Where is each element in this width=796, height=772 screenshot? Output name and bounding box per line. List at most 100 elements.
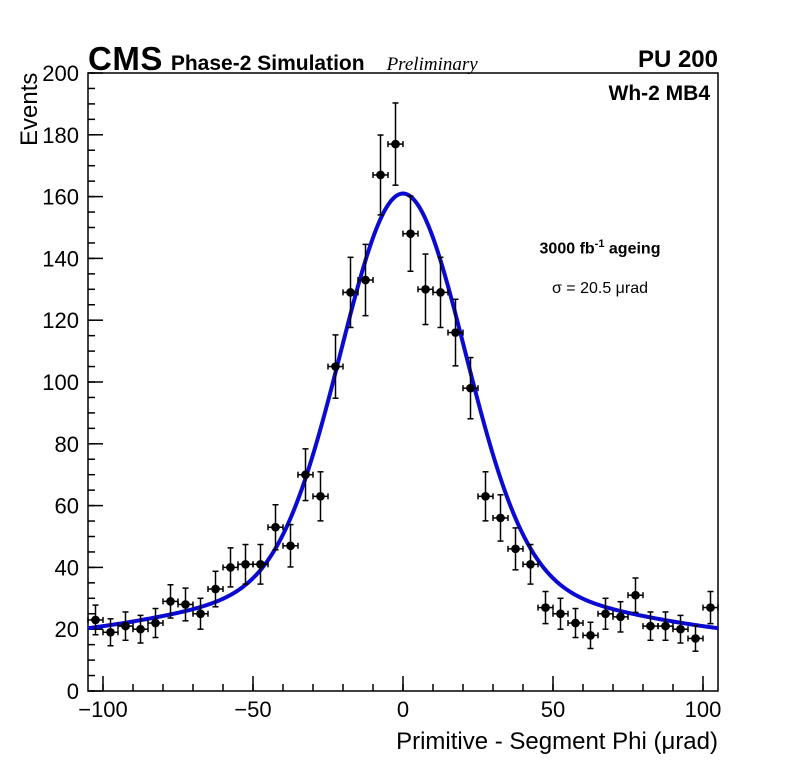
data-point: [372, 134, 389, 216]
data-point: [537, 590, 554, 625]
marker-dot: [196, 609, 205, 619]
y-tick-label: 100: [42, 370, 79, 395]
marker-dot: [631, 590, 640, 600]
lumi-value: 3000 fb: [539, 240, 595, 258]
marker-dot: [406, 229, 415, 239]
data-point: [252, 543, 269, 585]
y-tick-label: 140: [42, 246, 79, 271]
data-point: [612, 600, 629, 633]
y-tick-label: 20: [55, 617, 79, 642]
marker-dot: [226, 563, 235, 572]
marker-dot: [271, 522, 280, 532]
lumi-exponent: -1: [594, 238, 605, 250]
y-tick-label: 40: [55, 555, 79, 580]
data-point: [402, 195, 419, 273]
data-point: [432, 256, 449, 329]
marker-dot: [91, 615, 100, 625]
y-tick-label: 180: [42, 123, 79, 148]
data-point: [597, 597, 614, 630]
y-axis-title: Events: [16, 72, 43, 146]
marker-dot: [601, 609, 610, 619]
marker-dot: [211, 584, 220, 594]
data-point: [87, 604, 104, 636]
sigma-annotation: σ = 20.5 μrad: [551, 280, 649, 297]
data-point: [657, 611, 674, 642]
data-point: [627, 577, 644, 614]
marker-dot: [106, 627, 115, 637]
data-point: [357, 243, 374, 317]
marker-dot: [481, 491, 490, 501]
marker-dot: [496, 513, 505, 523]
data-point: [177, 587, 194, 622]
tick-labels: −100 −50 0 50 100 0 20 40 60 80 100 120 140 160 180 200: [42, 61, 721, 722]
wheel-station-label: Wh-2 MB4: [608, 82, 711, 105]
marker-dot: [556, 609, 565, 619]
data-point: [297, 448, 314, 502]
y-tick-label: 60: [55, 494, 79, 519]
marker-dot: [346, 288, 355, 297]
plot-header: CMS Phase-2 Simulation Preliminary: [88, 40, 478, 78]
data-point: [477, 471, 494, 522]
marker-dot: [541, 603, 550, 612]
lumi-suffix: ageing: [604, 240, 661, 258]
data-point: [552, 597, 569, 630]
y-tick-label: 200: [42, 61, 79, 86]
data-point: [417, 253, 434, 326]
x-tick-label: −100: [78, 697, 128, 722]
marker-dot: [706, 603, 715, 612]
marker-dot: [121, 621, 130, 631]
data-point: [462, 356, 479, 420]
y-tick-label: 0: [67, 679, 79, 704]
cms-logo-text: CMS: [88, 40, 163, 77]
y-tick-label: 80: [55, 432, 79, 457]
y-tick-label: 160: [42, 185, 79, 210]
data-point: [207, 570, 224, 608]
data-point: [672, 614, 689, 644]
data-point: [132, 614, 149, 644]
data-point: [687, 624, 704, 652]
marker-dot: [661, 621, 670, 631]
marker-dot: [331, 362, 340, 371]
x-tick-label: 50: [541, 697, 565, 722]
data-point: [147, 607, 164, 639]
marker-dot: [256, 559, 265, 569]
pileup-label: PU 200: [637, 46, 718, 73]
marker-dot: [586, 631, 595, 640]
marker-dot: [151, 618, 160, 628]
marker-dot: [136, 624, 145, 634]
data-point: [282, 523, 299, 568]
marker-dot: [646, 621, 655, 631]
x-tick-label: 0: [397, 697, 409, 722]
marker-dot: [391, 139, 400, 149]
marker-dot: [691, 634, 700, 643]
data-point: [492, 494, 509, 542]
data-point: [447, 298, 464, 367]
marker-dot: [301, 470, 310, 480]
marker-dot: [361, 275, 370, 285]
marker-dot: [511, 544, 520, 554]
data-point: [102, 618, 119, 647]
x-axis-title: Primitive - Segment Phi (μrad): [396, 728, 718, 755]
data-point: [222, 547, 239, 588]
marker-dot: [181, 600, 190, 609]
data-point: [567, 607, 584, 639]
data-point: [327, 334, 344, 399]
data-point: [342, 256, 359, 329]
marker-dot: [436, 288, 445, 297]
marker-dot: [451, 328, 460, 337]
preliminary-label: Preliminary: [386, 54, 478, 75]
data-point: [267, 503, 284, 551]
fit-curve: [88, 191, 718, 631]
data-point: [507, 527, 524, 571]
marker-dot: [376, 170, 385, 180]
axis-ticks: [88, 72, 704, 692]
data-point: [522, 543, 539, 585]
data-point: [702, 590, 719, 625]
plot-frame: [87, 72, 719, 692]
data-point: [192, 597, 209, 630]
marker-dot: [571, 618, 580, 628]
marker-dot: [526, 559, 535, 569]
y-tick-label: 120: [42, 308, 79, 333]
